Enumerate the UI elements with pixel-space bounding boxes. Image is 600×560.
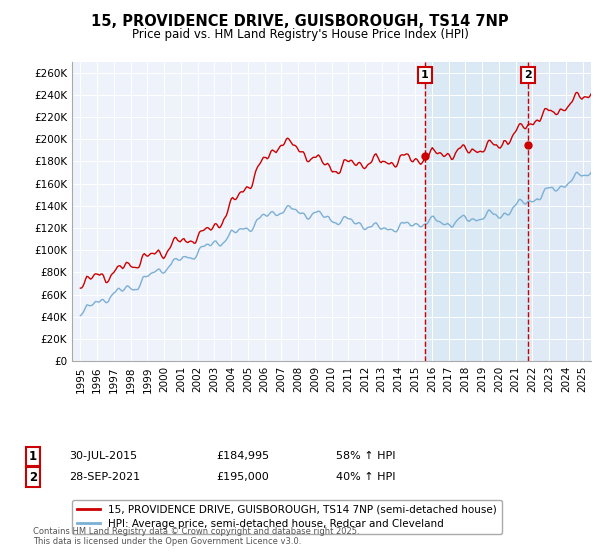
Bar (425, 62, 528, 361)
Text: 2: 2 (29, 470, 37, 484)
Text: Price paid vs. HM Land Registry's House Price Index (HPI): Price paid vs. HM Land Registry's House … (131, 28, 469, 41)
Text: 30-JUL-2015: 30-JUL-2015 (69, 451, 137, 461)
Text: 40% ↑ HPI: 40% ↑ HPI (336, 472, 395, 482)
Text: 58% ↑ HPI: 58% ↑ HPI (336, 451, 395, 461)
Legend: 15, PROVIDENCE DRIVE, GUISBOROUGH, TS14 7NP (semi-detached house), HPI: Average : 15, PROVIDENCE DRIVE, GUISBOROUGH, TS14 … (72, 500, 502, 534)
Bar (528, 62, 591, 361)
Text: 28-SEP-2021: 28-SEP-2021 (69, 472, 140, 482)
Text: £184,995: £184,995 (216, 451, 269, 461)
Text: 1: 1 (29, 450, 37, 463)
Text: 1: 1 (421, 70, 429, 80)
Text: £195,000: £195,000 (216, 472, 269, 482)
Text: 2: 2 (524, 70, 532, 80)
Text: Contains HM Land Registry data © Crown copyright and database right 2025.
This d: Contains HM Land Registry data © Crown c… (33, 526, 359, 546)
Text: 15, PROVIDENCE DRIVE, GUISBOROUGH, TS14 7NP: 15, PROVIDENCE DRIVE, GUISBOROUGH, TS14 … (91, 14, 509, 29)
